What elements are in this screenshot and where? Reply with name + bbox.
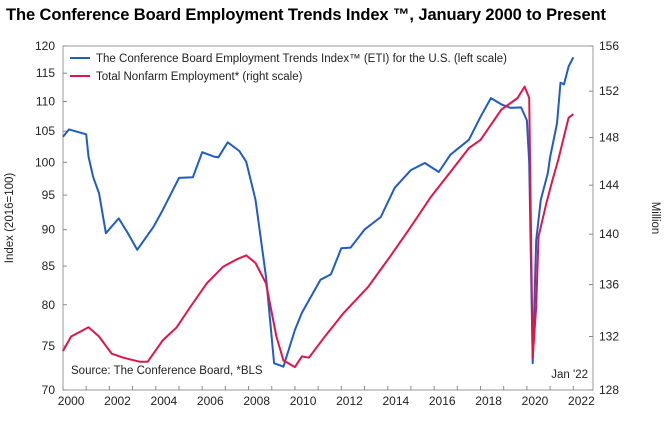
x-axis-tick-label: 2018 xyxy=(475,394,502,408)
x-axis-tick-label: 2008 xyxy=(243,394,270,408)
right-axis-tick-label: 156 xyxy=(599,39,619,53)
nonfarm-employment-series-line xyxy=(62,85,574,369)
right-axis-tick-label: 132 xyxy=(599,329,619,343)
left-axis-title: Index (2016=100) xyxy=(4,173,16,264)
left-axis-tick-label: 95 xyxy=(42,188,56,202)
left-axis-tick-label: 115 xyxy=(36,66,55,80)
left-axis-tick-label: 105 xyxy=(35,124,55,138)
plot-frame xyxy=(62,45,594,391)
right-axis-title: Million xyxy=(649,202,661,235)
right-axis-tick-label: 144 xyxy=(599,178,619,192)
left-axis-tick-label: 110 xyxy=(36,95,55,109)
right-axis-tick-label: 140 xyxy=(599,227,619,241)
left-axis-tick-label: 80 xyxy=(42,298,56,312)
source-note: Source: The Conference Board, *BLS xyxy=(71,365,263,377)
x-axis-tick-label: 2010 xyxy=(290,394,317,408)
x-axis-tick-label: 2020 xyxy=(522,394,549,408)
x-axis-tick-label: 2014 xyxy=(382,394,409,408)
left-axis-tick-label: 85 xyxy=(42,259,56,273)
right-axis-tick-label: 128 xyxy=(599,383,619,397)
x-axis-tick-label: 2016 xyxy=(429,394,456,408)
x-axis-tick-label: 2004 xyxy=(151,394,178,408)
legend-label: The Conference Board Employment Trends I… xyxy=(96,53,507,65)
x-axis-tick-label: 2012 xyxy=(336,394,363,408)
x-axis-tick-label: 2006 xyxy=(197,394,224,408)
eti-series-line xyxy=(62,56,575,368)
legend-label: Total Nonfarm Employment* (right scale) xyxy=(96,71,303,83)
x-axis-tick-label: 2000 xyxy=(58,394,85,408)
left-axis-tick-label: 75 xyxy=(42,339,56,353)
x-axis-tick-label: 2002 xyxy=(104,394,131,408)
left-axis-tick-label: 70 xyxy=(42,383,56,397)
x-axis-tick-label: 2022 xyxy=(568,394,595,408)
left-axis-tick-label: 100 xyxy=(35,155,55,169)
chart-title: The Conference Board Employment Trends I… xyxy=(6,6,606,24)
right-axis-tick-label: 148 xyxy=(599,131,619,145)
right-axis-tick-label: 136 xyxy=(599,278,619,292)
latest-date-note: Jan '22 xyxy=(551,369,588,381)
right-axis-tick-label: 152 xyxy=(599,84,619,98)
left-axis-tick-label: 90 xyxy=(42,223,56,237)
left-axis-tick-label: 120 xyxy=(35,39,55,53)
